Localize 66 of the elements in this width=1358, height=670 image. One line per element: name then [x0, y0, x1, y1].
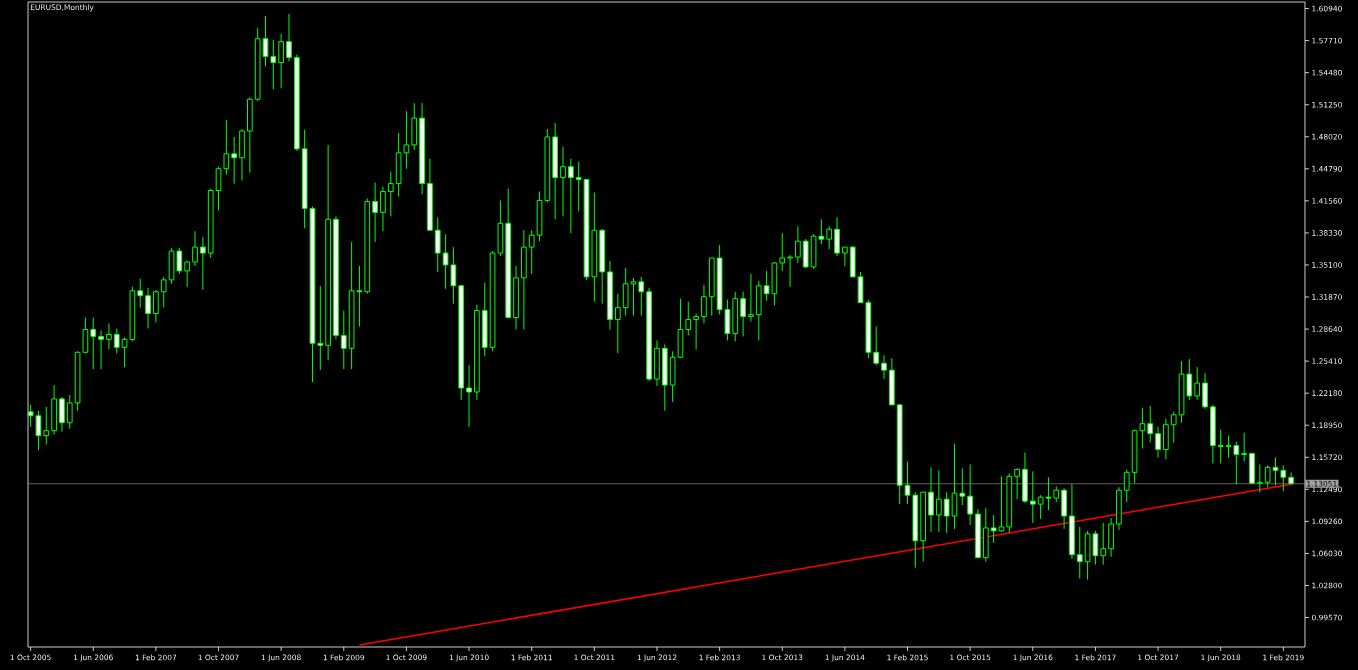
candlestick: [842, 246, 848, 267]
candlestick: [881, 354, 887, 380]
candlestick: [231, 136, 238, 185]
candlestick: [35, 410, 42, 452]
candlestick: [873, 325, 880, 366]
candlestick: [1123, 468, 1130, 503]
candlestick: [638, 276, 645, 317]
candlestick: [959, 467, 966, 506]
candlestick: [184, 260, 191, 288]
candlestick: [575, 161, 582, 212]
candlestick: [317, 285, 324, 371]
candlestick: [82, 317, 89, 354]
candlestick: [1241, 432, 1248, 462]
candlestick: [1280, 464, 1287, 492]
candlestick: [145, 287, 151, 329]
candlestick: [614, 293, 621, 354]
candlestick: [113, 327, 120, 354]
candlestick: [1194, 366, 1201, 401]
candlestick: [121, 336, 128, 368]
candlestick: [787, 254, 793, 288]
candlestick: [200, 236, 206, 291]
candlestick: [1256, 463, 1263, 493]
candlestick: [340, 310, 347, 370]
candlestick: [466, 364, 472, 428]
candlestick: [1076, 526, 1083, 580]
candlestick: [270, 39, 277, 90]
candlestick: [826, 225, 833, 250]
candlestick: [1147, 405, 1154, 444]
candlestick: [685, 301, 692, 336]
candlestick: [278, 33, 284, 89]
candlestick: [1100, 522, 1107, 566]
candlestick: [779, 232, 786, 272]
candlestick: [834, 216, 840, 257]
candlestick: [160, 276, 167, 309]
candlestick: [286, 13, 292, 63]
candlestick: [43, 406, 50, 446]
candlestick: [748, 273, 754, 323]
candlestick: [693, 313, 699, 350]
candlestick: [1014, 467, 1020, 500]
candlestick: [724, 299, 731, 341]
candlestick: [387, 171, 394, 217]
candlestick: [795, 225, 801, 264]
candlestick: [928, 466, 934, 533]
candlestick: [740, 291, 746, 337]
candlestick: [528, 229, 535, 275]
candlestick: [1029, 470, 1036, 524]
candlestick: [568, 158, 574, 234]
candlestick: [153, 289, 159, 324]
candlestick: [59, 396, 65, 433]
candlestick: [560, 146, 566, 217]
candlestick: [66, 394, 73, 430]
candlestick: [98, 329, 104, 370]
candlestick: [380, 186, 386, 232]
candlestick: [434, 216, 441, 273]
candlestick: [192, 230, 198, 267]
candlestick: [935, 469, 942, 533]
candlestick: [701, 284, 707, 325]
candlestick: [90, 317, 97, 370]
candlestick: [106, 323, 112, 350]
candlestick: [1202, 372, 1208, 410]
candlestick: [1155, 426, 1161, 458]
candlestick: [1217, 429, 1224, 464]
candlestick: [137, 278, 144, 309]
candlestick: [372, 182, 378, 243]
candlestick: [967, 463, 973, 526]
candlestick: [1170, 411, 1177, 444]
